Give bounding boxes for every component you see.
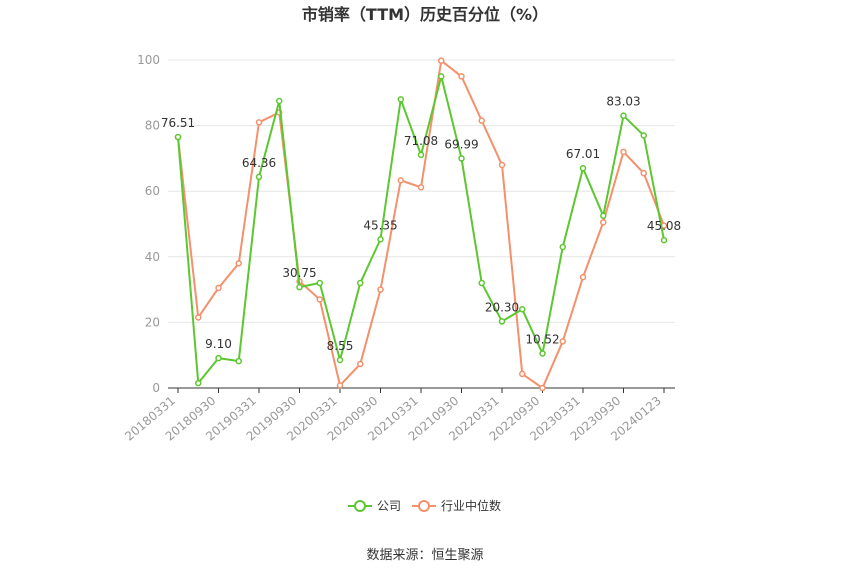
data-label: 10.52	[525, 332, 559, 346]
data-point	[316, 279, 323, 287]
data-point	[174, 133, 182, 141]
data-point	[498, 161, 506, 169]
data-point	[357, 279, 364, 287]
series-layer	[174, 57, 668, 392]
data-point	[600, 219, 607, 226]
data-point	[660, 236, 668, 244]
legend-label[interactable]: 公司	[377, 499, 401, 513]
data-point	[235, 260, 242, 267]
y-tick-label: 20	[145, 315, 160, 329]
data-point	[579, 273, 587, 281]
y-tick-label: 60	[145, 184, 160, 198]
data-point	[215, 284, 222, 292]
data-point	[336, 382, 344, 389]
data-point	[478, 117, 485, 124]
data-point	[397, 96, 404, 103]
data-point	[417, 151, 425, 159]
grid	[168, 59, 675, 323]
data-label: 76.51	[161, 116, 195, 130]
legend-swatch-marker	[354, 500, 366, 512]
data-point	[559, 338, 566, 345]
y-tick-label: 100	[137, 53, 160, 67]
series-line-1	[177, 59, 665, 389]
data-point	[195, 314, 202, 321]
data-point	[195, 379, 202, 387]
data-point	[377, 286, 384, 293]
data-label: 45.08	[647, 219, 681, 233]
legend-label[interactable]: 行业中位数	[441, 498, 501, 513]
data-point	[579, 164, 587, 172]
data-labels: 76.51 9.10 64.36 30.75 8.55 45.35 71.08 69.99 20…	[161, 95, 681, 353]
data-point	[640, 132, 647, 139]
data-point	[296, 283, 303, 291]
data-label: 67.01	[566, 147, 600, 161]
source-note: 数据来源：恒生聚源	[366, 548, 483, 563]
data-label: 71.08	[404, 134, 438, 148]
y-tick-label: 0	[152, 381, 160, 395]
data-label: 9.10	[205, 337, 232, 351]
data-point	[438, 73, 445, 80]
data-point	[255, 119, 263, 126]
data-point	[417, 184, 425, 191]
data-point	[215, 354, 222, 362]
data-label: 8.55	[327, 339, 354, 353]
legend[interactable]: 公司 行业中位数	[348, 498, 501, 513]
y-tick-label: 80	[145, 119, 160, 133]
data-point	[336, 356, 344, 364]
data-point	[458, 155, 465, 162]
data-point	[620, 148, 627, 156]
chart-title: 市销率（TTM）历史百分位（%）	[302, 5, 548, 24]
data-point	[235, 357, 242, 365]
data-label: 30.75	[282, 266, 316, 280]
data-point	[397, 177, 404, 184]
data-point	[255, 173, 263, 181]
data-point	[620, 112, 627, 119]
data-point	[377, 236, 384, 243]
data-label: 64.36	[242, 156, 276, 170]
data-point	[600, 212, 607, 220]
series-line-0	[177, 75, 665, 385]
legend-swatch-marker	[418, 500, 430, 512]
data-point	[438, 57, 445, 64]
data-point	[559, 243, 566, 251]
data-label: 83.03	[606, 95, 640, 109]
data-point	[539, 384, 546, 392]
data-point	[539, 350, 546, 357]
data-point	[316, 296, 323, 303]
data-point	[519, 306, 526, 313]
data-point	[357, 360, 364, 368]
data-point	[498, 318, 506, 325]
data-point	[478, 279, 485, 287]
data-point	[640, 169, 647, 177]
data-label: 69.99	[444, 137, 478, 151]
data-point	[458, 73, 465, 80]
data-point	[276, 97, 283, 105]
data-label: 20.30	[485, 300, 519, 314]
y-tick-label: 40	[145, 250, 160, 264]
data-label: 45.35	[363, 218, 397, 232]
data-point	[519, 370, 526, 378]
